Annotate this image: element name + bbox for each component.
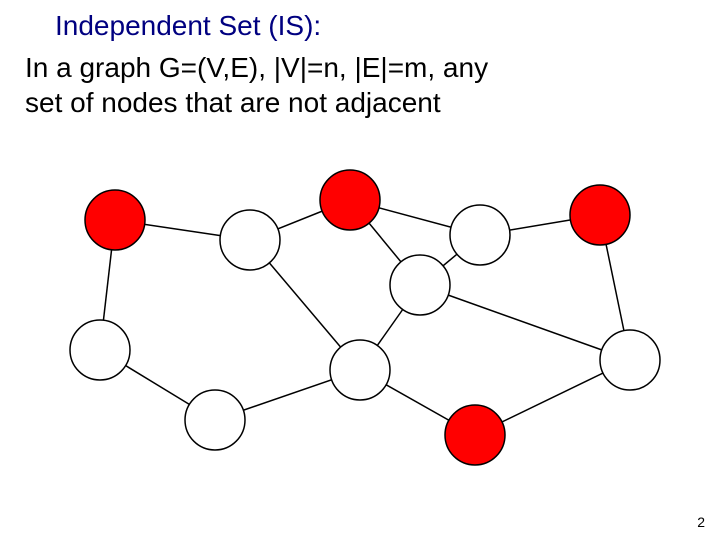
subtitle-line-2: set of nodes that are not adjacent [25,87,441,118]
graph-diagram [40,160,680,480]
graph-node [220,210,280,270]
graph-node [330,340,390,400]
graph-svg [40,160,680,480]
graph-node [450,205,510,265]
slide-subtitle: In a graph G=(V,E), |V|=n, |E|=m, any se… [25,50,488,120]
graph-edge [420,285,630,360]
graph-node-selected [445,405,505,465]
graph-node [70,320,130,380]
subtitle-line-1: In a graph G=(V,E), |V|=n, |E|=m, any [25,52,488,83]
graph-node [185,390,245,450]
graph-node-selected [85,190,145,250]
graph-node-selected [570,185,630,245]
slide-title: Independent Set (IS): [55,10,321,42]
graph-node [390,255,450,315]
graph-node-selected [320,170,380,230]
graph-node [600,330,660,390]
page-number: 2 [697,514,705,530]
